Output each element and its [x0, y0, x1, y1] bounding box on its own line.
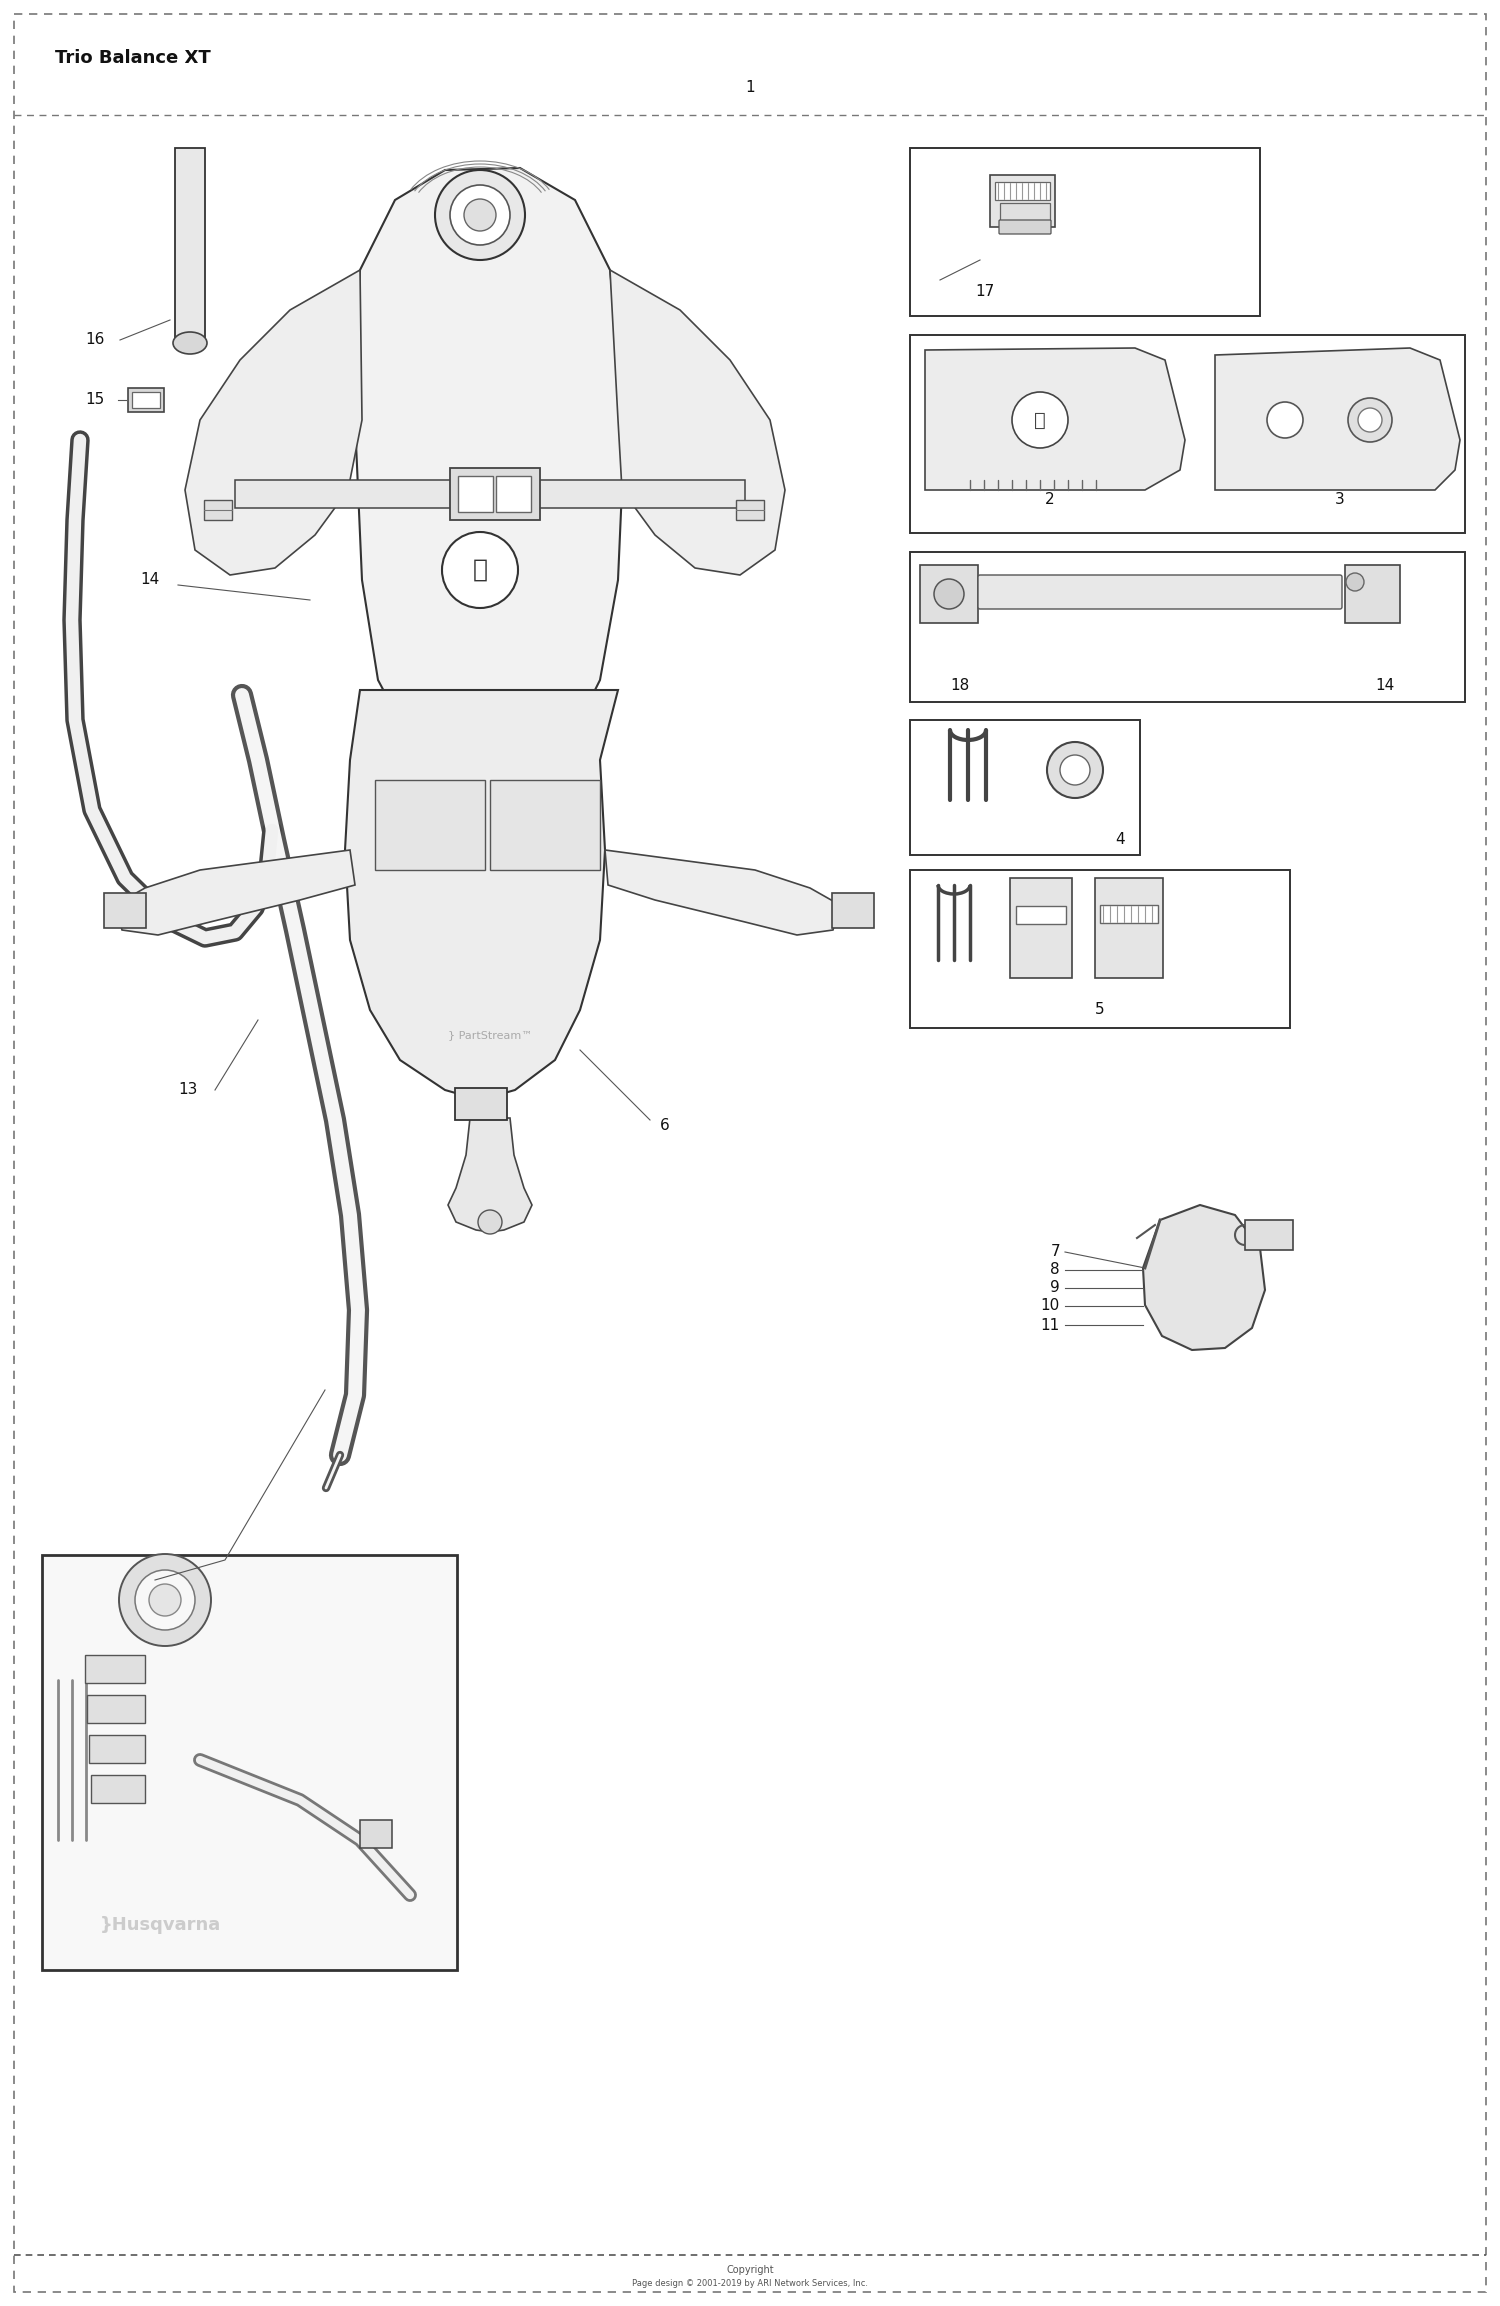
- FancyBboxPatch shape: [910, 869, 1290, 1028]
- Circle shape: [1060, 754, 1090, 784]
- FancyBboxPatch shape: [88, 1734, 146, 1764]
- Polygon shape: [490, 779, 600, 869]
- FancyBboxPatch shape: [104, 892, 146, 927]
- Circle shape: [135, 1570, 195, 1630]
- Circle shape: [148, 1584, 182, 1617]
- Text: 4: 4: [1114, 832, 1125, 849]
- FancyBboxPatch shape: [910, 719, 1140, 856]
- FancyBboxPatch shape: [128, 387, 164, 413]
- FancyBboxPatch shape: [1016, 906, 1066, 925]
- Text: Copyright: Copyright: [726, 2264, 774, 2276]
- Circle shape: [1358, 408, 1382, 431]
- Polygon shape: [448, 1118, 532, 1231]
- FancyBboxPatch shape: [833, 892, 874, 927]
- Polygon shape: [356, 168, 626, 791]
- FancyBboxPatch shape: [990, 175, 1054, 226]
- Text: Trio Balance XT: Trio Balance XT: [56, 48, 210, 67]
- FancyBboxPatch shape: [42, 1554, 457, 1969]
- Polygon shape: [345, 689, 618, 1100]
- Circle shape: [442, 533, 518, 609]
- Text: 14: 14: [1376, 678, 1395, 692]
- Circle shape: [450, 184, 510, 244]
- FancyBboxPatch shape: [999, 219, 1051, 233]
- FancyBboxPatch shape: [458, 475, 494, 512]
- Polygon shape: [1215, 348, 1460, 489]
- Circle shape: [1013, 392, 1068, 447]
- Circle shape: [435, 171, 525, 261]
- FancyBboxPatch shape: [1100, 904, 1158, 922]
- FancyBboxPatch shape: [1010, 879, 1072, 978]
- Text: 5: 5: [1095, 1003, 1106, 1017]
- Polygon shape: [610, 270, 785, 574]
- Text: 6: 6: [660, 1118, 670, 1132]
- Circle shape: [1047, 743, 1102, 798]
- FancyBboxPatch shape: [920, 565, 978, 623]
- Circle shape: [118, 1554, 211, 1646]
- Circle shape: [1346, 572, 1364, 590]
- Polygon shape: [1143, 1206, 1264, 1349]
- Polygon shape: [184, 270, 362, 574]
- FancyBboxPatch shape: [1245, 1220, 1293, 1250]
- Polygon shape: [604, 851, 840, 934]
- Circle shape: [478, 1211, 502, 1234]
- Text: 1: 1: [746, 81, 754, 95]
- Text: } PartStream™: } PartStream™: [448, 1031, 532, 1040]
- Text: 11: 11: [1041, 1317, 1060, 1333]
- Text: 17: 17: [975, 284, 994, 300]
- Circle shape: [1348, 399, 1392, 443]
- Text: Page design © 2001-2019 by ARI Network Services, Inc.: Page design © 2001-2019 by ARI Network S…: [632, 2281, 868, 2288]
- Polygon shape: [116, 851, 356, 934]
- Text: 18: 18: [951, 678, 969, 692]
- Text: 7: 7: [1050, 1245, 1060, 1259]
- Polygon shape: [236, 480, 746, 507]
- FancyBboxPatch shape: [1095, 879, 1162, 978]
- FancyBboxPatch shape: [994, 182, 1050, 201]
- FancyBboxPatch shape: [132, 392, 160, 408]
- Text: 15: 15: [86, 392, 105, 408]
- Text: 16: 16: [86, 332, 105, 348]
- Circle shape: [1268, 401, 1304, 438]
- Text: 8: 8: [1050, 1261, 1060, 1278]
- FancyBboxPatch shape: [86, 1656, 146, 1683]
- FancyBboxPatch shape: [204, 500, 232, 519]
- Polygon shape: [926, 348, 1185, 489]
- FancyBboxPatch shape: [92, 1776, 146, 1803]
- Text: }Husqvarna: }Husqvarna: [100, 1916, 222, 1935]
- Circle shape: [934, 579, 964, 609]
- FancyBboxPatch shape: [360, 1819, 392, 1847]
- Text: 13: 13: [178, 1082, 198, 1098]
- FancyBboxPatch shape: [910, 334, 1466, 533]
- FancyBboxPatch shape: [736, 500, 764, 519]
- FancyBboxPatch shape: [978, 574, 1342, 609]
- Text: Ⓘ: Ⓘ: [472, 558, 488, 581]
- Text: 9: 9: [1050, 1280, 1060, 1296]
- FancyBboxPatch shape: [450, 468, 540, 519]
- Text: 3: 3: [1335, 493, 1346, 507]
- FancyBboxPatch shape: [496, 475, 531, 512]
- FancyBboxPatch shape: [87, 1695, 146, 1723]
- Ellipse shape: [172, 332, 207, 355]
- FancyBboxPatch shape: [910, 551, 1466, 701]
- FancyBboxPatch shape: [910, 148, 1260, 316]
- Circle shape: [464, 198, 496, 231]
- Text: Ⓘ: Ⓘ: [1034, 410, 1046, 429]
- Text: 10: 10: [1041, 1298, 1060, 1314]
- FancyBboxPatch shape: [176, 148, 206, 344]
- Polygon shape: [375, 779, 484, 869]
- Text: 2: 2: [1046, 493, 1054, 507]
- Text: 14: 14: [141, 572, 159, 588]
- FancyBboxPatch shape: [454, 1088, 507, 1121]
- FancyBboxPatch shape: [1000, 203, 1050, 221]
- FancyBboxPatch shape: [1346, 565, 1400, 623]
